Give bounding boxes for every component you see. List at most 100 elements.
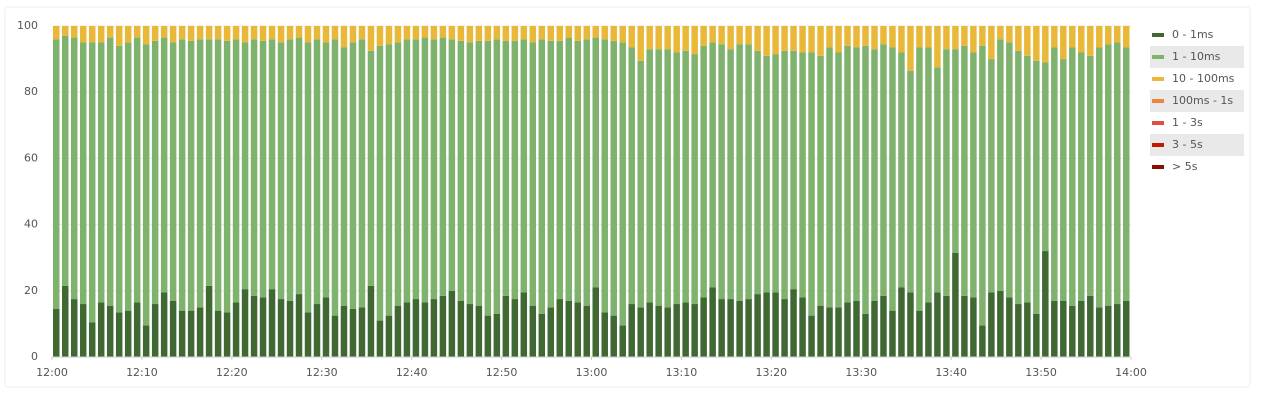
bar-segment	[205, 39, 213, 286]
bar-segment	[259, 26, 267, 41]
bar-segment	[592, 26, 599, 38]
bar-segment	[637, 60, 644, 308]
bar-segment	[133, 26, 141, 38]
bar-segment	[151, 304, 159, 357]
bar-segment	[556, 26, 564, 41]
bar-segment	[53, 26, 60, 40]
bar-segment	[511, 40, 519, 300]
bar-segment	[232, 302, 240, 357]
bar-segment	[682, 302, 689, 357]
bar-segment	[232, 26, 240, 40]
bar-segment	[1096, 47, 1103, 308]
bar-segment	[169, 26, 177, 43]
bar-segment	[196, 26, 204, 40]
bar-segment	[115, 312, 123, 357]
bar-segment	[88, 42, 96, 323]
bar-segment	[331, 315, 339, 357]
bar-segment	[790, 289, 797, 357]
bar-segment	[763, 292, 770, 357]
bar-segment	[592, 287, 599, 357]
bar-segment	[196, 39, 204, 308]
bar-segment	[547, 307, 555, 357]
bar-segment	[727, 26, 734, 50]
bar-segment	[817, 55, 824, 306]
bar-segment	[394, 42, 402, 306]
bar-segment	[538, 26, 546, 40]
bar-segment	[421, 26, 429, 38]
bar-segment	[277, 299, 285, 357]
bar-segment	[187, 310, 195, 357]
bar-segment	[1114, 42, 1121, 305]
bar-segment	[601, 26, 608, 40]
x-tick-label: 12:10	[126, 366, 158, 379]
bar-segment	[115, 26, 123, 46]
bar-segment	[457, 26, 465, 41]
bar-segment	[610, 26, 617, 41]
legend-highlight	[1150, 134, 1244, 156]
bar-segment	[907, 70, 914, 293]
bar-segment	[268, 26, 276, 40]
legend-label: > 5s	[1172, 160, 1198, 173]
legend-label: 100ms - 1s	[1172, 94, 1233, 107]
bar-segment	[1042, 26, 1049, 63]
bar-segment	[367, 50, 375, 286]
bar-segment	[898, 52, 905, 288]
bar-segment	[565, 37, 573, 301]
bar-segment	[1051, 47, 1058, 301]
x-tick-label: 14:00	[1115, 366, 1147, 379]
bar-segment	[799, 52, 806, 298]
bar-segment	[79, 26, 87, 43]
bar-segment	[466, 26, 474, 43]
bar-segment	[862, 45, 869, 314]
bar-segment	[664, 26, 671, 50]
bar-segment	[1123, 47, 1130, 301]
bar-segment	[70, 37, 78, 300]
bar-segment	[1123, 300, 1130, 357]
x-tick-label: 13:10	[666, 366, 698, 379]
bar-segment	[637, 307, 644, 357]
bar-segment	[1078, 300, 1085, 357]
bar-segment	[583, 39, 590, 306]
bar-segment	[970, 297, 977, 357]
bar-segment	[691, 304, 698, 357]
bar-segment	[277, 42, 285, 300]
bar-segment	[295, 37, 303, 295]
bar-segment	[394, 305, 402, 357]
bar-segment	[637, 26, 644, 61]
bar-segment	[916, 310, 923, 357]
bar-segment	[817, 26, 824, 56]
bar-segment	[871, 26, 878, 50]
bar-segment	[1105, 44, 1112, 306]
bar-segment	[403, 302, 411, 357]
bar-segment	[1024, 302, 1031, 357]
bar-segment	[1114, 26, 1121, 43]
bar-segment	[655, 26, 662, 50]
bar-segment	[1042, 251, 1049, 357]
bar-segment	[493, 39, 501, 314]
bar-segment	[529, 26, 537, 43]
legend-highlight	[1150, 90, 1244, 112]
bar-segment	[151, 26, 159, 41]
bar-segment	[322, 297, 330, 357]
legend-swatch	[1152, 121, 1164, 125]
bar-segment	[664, 307, 671, 357]
bar-segment	[1015, 26, 1022, 51]
x-tick-label: 13:50	[1025, 366, 1057, 379]
bar-segment	[1006, 42, 1013, 298]
bar-segment	[871, 49, 878, 301]
bar-segment	[853, 26, 860, 48]
bar-segment	[151, 40, 159, 305]
bar-segment	[412, 39, 420, 300]
bar-segment	[610, 315, 617, 357]
bar-segment	[700, 26, 707, 46]
x-tick-label: 12:30	[306, 366, 338, 379]
bar-segment	[421, 37, 429, 303]
bar-segment	[565, 26, 573, 38]
legend-swatch	[1152, 99, 1164, 103]
bar-segment	[448, 39, 456, 291]
legend-swatch	[1152, 165, 1164, 169]
bar-segment	[475, 26, 483, 41]
bar-segment	[736, 26, 743, 45]
x-tick-label: 12:40	[396, 366, 428, 379]
bar-segment	[1051, 26, 1058, 48]
